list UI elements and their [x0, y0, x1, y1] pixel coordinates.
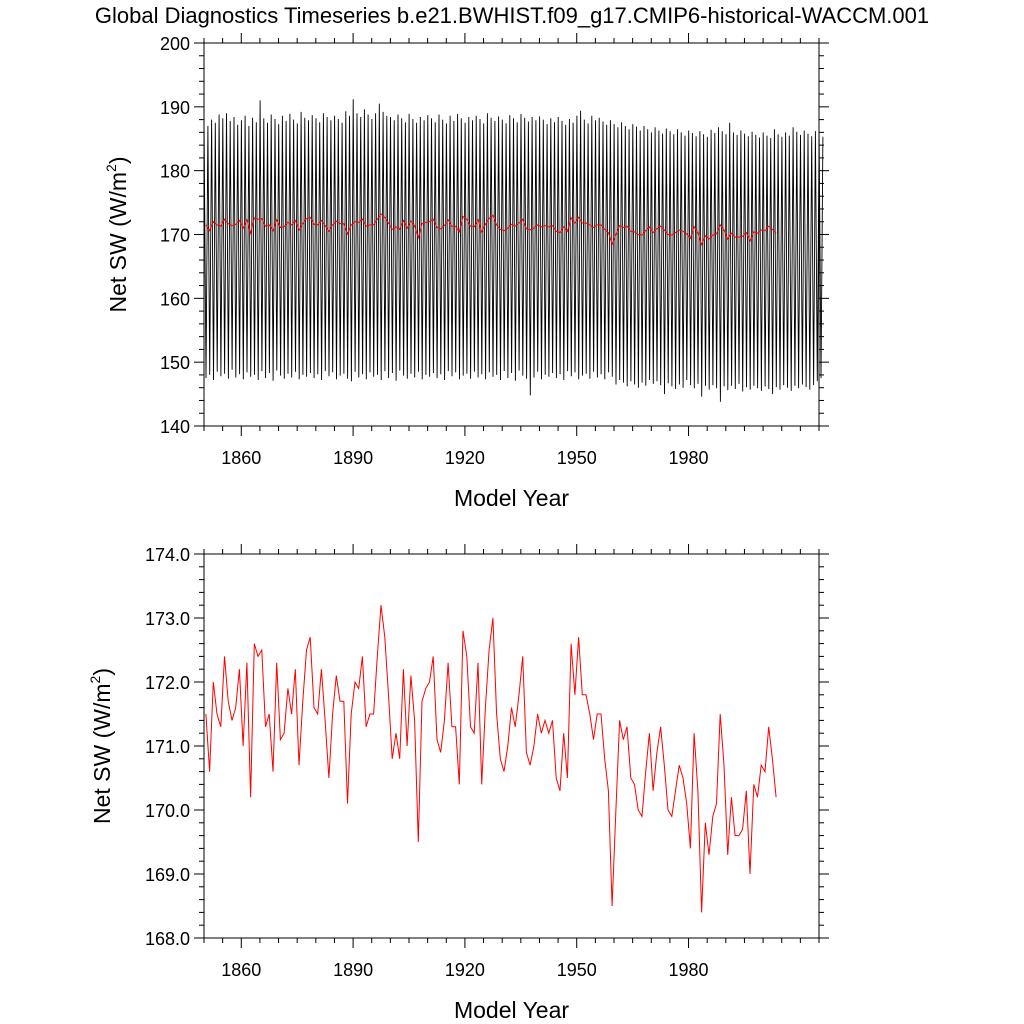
y-tick-label: 140: [160, 417, 190, 437]
x-tick-label: 1860: [221, 960, 261, 980]
x-tick-label: 1890: [333, 448, 373, 468]
panel-top-x-axis-label: Model Year: [454, 485, 569, 511]
x-tick-label: 1860: [221, 448, 261, 468]
y-tick-label: 170.0: [145, 801, 190, 821]
panel-top-y-axis-label-sup: 2: [103, 164, 119, 172]
y-tick-label: 174.0: [145, 545, 190, 565]
panel-bottom-y-axis-label-sup: 2: [87, 675, 103, 683]
panel-bottom-y-axis-label: Net SW (W/m2): [87, 668, 115, 824]
y-tick-label: 190: [160, 98, 190, 118]
figure-title: Global Diagnostics Timeseries b.e21.BWHI…: [95, 3, 929, 28]
panel-bottom-ticks: [194, 544, 829, 948]
panel-top-y-axis-label-main: Net SW (W/m: [105, 172, 131, 313]
panel-top-y-axis-label: Net SW (W/m2): [103, 156, 131, 312]
y-tick-label: 160: [160, 289, 190, 309]
y-tick-label: 169.0: [145, 865, 190, 885]
panel-top: 140 150 160 170 180 190 200 1860 1890 1920 1950 19…: [103, 33, 829, 511]
x-tick-label: 1920: [445, 960, 485, 980]
annual-mean-series-line: [205, 213, 777, 247]
y-tick-label: 168.0: [145, 929, 190, 949]
panel-bottom-annual-series: [205, 605, 777, 913]
panel-bottom-y-axis-label-main: Net SW (W/m: [89, 683, 115, 824]
panel-bottom-ytick-labels: 168.0 169.0 170.0 171.0 172.0 173.0 174.0: [145, 545, 190, 949]
x-tick-label: 1950: [557, 448, 597, 468]
panel-top-frame: [203, 42, 820, 427]
x-tick-label: 1980: [669, 960, 709, 980]
panel-top-xtick-labels: 1860 1890 1920 1950 1980: [221, 448, 708, 468]
x-tick-label: 1890: [333, 960, 373, 980]
panel-top-ytick-labels: 140 150 160 170 180 190 200: [160, 34, 190, 437]
panel-top-monthly-series: [203, 99, 824, 402]
x-tick-label: 1950: [557, 960, 597, 980]
monthly-series-line: [203, 99, 824, 402]
panel-bottom-y-axis-label-end: ): [89, 668, 115, 676]
y-tick-label: 150: [160, 353, 190, 373]
x-tick-label: 1980: [669, 448, 709, 468]
panel-bottom: 168.0 169.0 170.0 171.0 172.0 173.0 174.0 1860…: [87, 544, 829, 1023]
annual-mean-series-line: [205, 605, 777, 913]
y-tick-label: 173.0: [145, 609, 190, 629]
panel-bottom-frame: [203, 553, 820, 939]
panel-top-y-axis-label-end: ): [105, 156, 131, 164]
y-tick-label: 171.0: [145, 737, 190, 757]
y-tick-label: 170: [160, 226, 190, 246]
x-tick-label: 1920: [445, 448, 485, 468]
y-tick-label: 200: [160, 34, 190, 54]
panel-bottom-x-axis-label: Model Year: [454, 997, 569, 1023]
y-tick-label: 172.0: [145, 673, 190, 693]
panel-bottom-xtick-labels: 1860 1890 1920 1950 1980: [221, 960, 708, 980]
panel-top-annual-series: [205, 213, 777, 247]
y-tick-label: 180: [160, 162, 190, 182]
